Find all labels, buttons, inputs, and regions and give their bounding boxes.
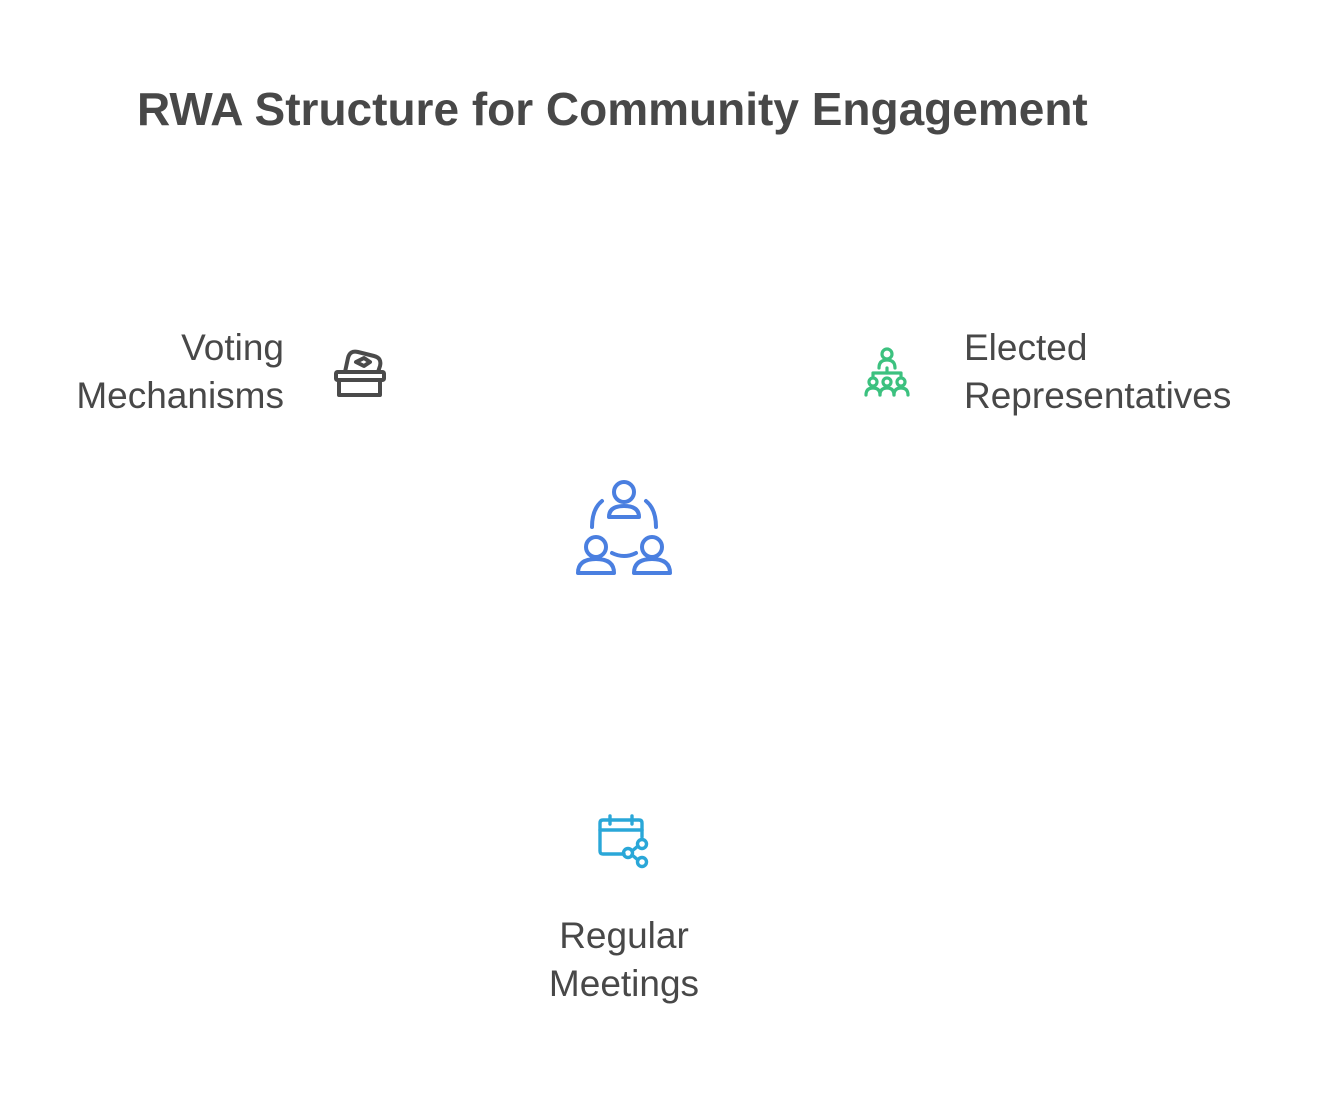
calendar-share-icon [598, 814, 652, 869]
node-label-meetings: Regular Meetings [504, 912, 744, 1008]
diagram-title: RWA Structure for Community Engagement [137, 83, 1088, 135]
ballot-box-icon [334, 346, 388, 400]
node-label-line: Regular [559, 915, 689, 956]
node-label-line: Representatives [964, 375, 1232, 416]
node-label-line: Mechanisms [76, 375, 284, 416]
hierarchy-people-icon [862, 346, 914, 398]
node-label-line: Voting [181, 327, 284, 368]
node-label-line: Elected [964, 327, 1088, 368]
node-label-voting: Voting Mechanisms [76, 324, 284, 420]
node-label-elected: Elected Representatives [964, 324, 1231, 420]
community-group-icon [574, 479, 674, 577]
node-label-line: Meetings [548, 963, 700, 1004]
